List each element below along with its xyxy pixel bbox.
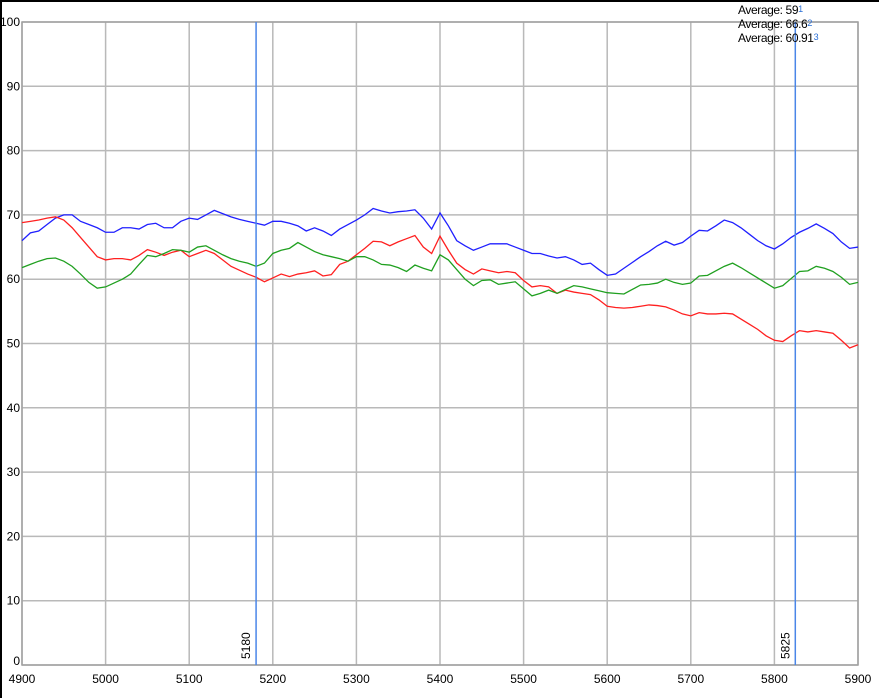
average-index: 3 (814, 32, 819, 42)
average-index: 1 (798, 4, 803, 14)
y-tick-label: 90 (7, 79, 21, 93)
y-tick-label: 60 (7, 272, 21, 286)
y-tick-label: 20 (7, 529, 21, 543)
x-tick-label: 5800 (761, 672, 788, 686)
x-tick-label: 5900 (845, 672, 872, 686)
y-tick-label: 50 (7, 337, 21, 351)
y-tick-label: 100 (0, 15, 20, 29)
average-label: Average: 66.62 (738, 17, 812, 31)
x-tick-label: 5400 (427, 672, 454, 686)
average-label: Average: 591 (738, 3, 803, 17)
x-tick-label: 5200 (259, 672, 286, 686)
y-tick-label: 30 (7, 465, 21, 479)
x-tick-label: 5600 (594, 672, 621, 686)
y-tick-label: 0 (13, 654, 20, 668)
grid (21, 21, 859, 666)
average-text: Average: 60.91 (738, 31, 814, 45)
labels: 0 10 20 30 40 50 60 70 80 90 100 4900 5000 5100 5200 53… (0, 3, 872, 686)
y-tick-label: 70 (7, 208, 21, 222)
plot-border (21, 21, 859, 666)
x-tick-label: 4900 (9, 672, 36, 686)
average-label: Average: 60.913 (738, 31, 819, 45)
average-text: Average: 59 (738, 3, 799, 17)
y-tick-label: 40 (7, 401, 21, 415)
x-tick-label: 5100 (176, 672, 203, 686)
lines (21, 22, 859, 665)
marker-label: 5180 (239, 632, 253, 659)
series-line (21, 207, 859, 277)
x-tick-label: 5300 (343, 672, 370, 686)
average-text: Average: 66.6 (738, 17, 808, 31)
x-tick-label: 5000 (92, 672, 119, 686)
y-tick-label: 80 (7, 144, 21, 158)
average-index: 2 (807, 18, 812, 28)
marker-label: 5825 (778, 632, 792, 659)
x-tick-label: 5700 (677, 672, 704, 686)
x-tick-label: 5500 (510, 672, 537, 686)
y-tick-label: 10 (7, 594, 21, 608)
series-line (21, 241, 859, 297)
